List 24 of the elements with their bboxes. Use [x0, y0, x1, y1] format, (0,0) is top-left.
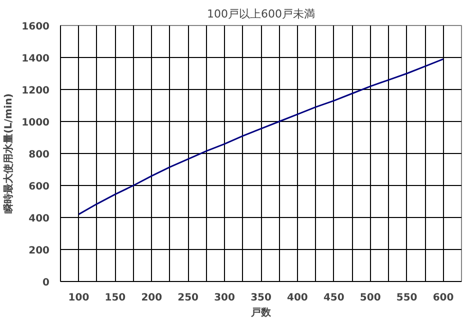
- y-tick-label: 1000: [22, 118, 50, 128]
- x-tick-label: 400: [287, 292, 308, 304]
- x-tick-label: 300: [214, 292, 236, 304]
- y-tick-label: 1600: [22, 22, 50, 32]
- x-tick-label: 200: [141, 292, 162, 304]
- y-tick-label: 1400: [22, 54, 50, 64]
- line-series: [78, 58, 444, 216]
- x-axis-title: 戸数: [250, 306, 272, 318]
- x-tick-label: 250: [178, 292, 199, 304]
- x-tick-label: 500: [360, 292, 381, 304]
- x-tick-label: 100: [68, 292, 90, 304]
- y-tick-label: 200: [28, 246, 50, 256]
- y-tick-label: 800: [28, 150, 50, 160]
- x-tick-label: 350: [250, 292, 272, 304]
- y-axis-title: 瞬時最大使用水量(L/min): [2, 93, 15, 214]
- x-tick-label: 150: [104, 292, 126, 304]
- y-tick-label: 600: [28, 182, 50, 192]
- x-tick-label: 450: [323, 292, 344, 304]
- y-tick-label: 400: [28, 214, 50, 224]
- x-tick-label: 600: [432, 292, 454, 304]
- chart-title: 100戸以上600戸未満: [207, 8, 316, 20]
- x-tick-label: 550: [396, 292, 418, 304]
- y-tick-label: 0: [42, 278, 50, 288]
- y-tick-label: 1200: [22, 86, 50, 96]
